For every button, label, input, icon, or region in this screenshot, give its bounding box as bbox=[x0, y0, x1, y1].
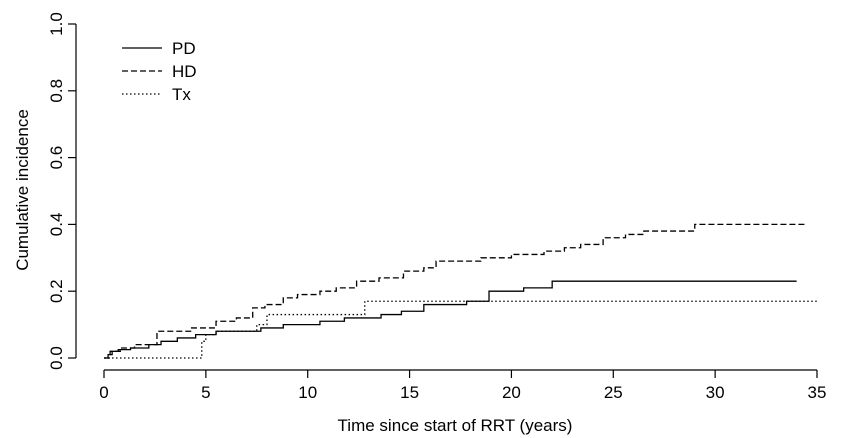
legend-label-tx: Tx bbox=[172, 85, 191, 104]
series-line-tx bbox=[104, 300, 817, 359]
legend-label-hd: HD bbox=[172, 62, 197, 81]
series-line-pd bbox=[104, 280, 797, 359]
x-tick-label: 15 bbox=[400, 383, 419, 402]
legend: PD HD Tx bbox=[122, 39, 197, 104]
x-tick-label: 35 bbox=[808, 383, 827, 402]
x-tick-label: 5 bbox=[201, 383, 210, 402]
y-tick-label: 0.4 bbox=[47, 213, 66, 237]
x-ticks: 0 5 10 15 20 25 30 35 bbox=[99, 370, 826, 402]
x-tick-label: 30 bbox=[706, 383, 725, 402]
y-tick-label: 0.6 bbox=[47, 146, 66, 170]
y-tick-label: 0.0 bbox=[47, 346, 66, 370]
axes: 0 5 10 15 20 25 30 35 0.0 0.2 0.4 0.6 0.8 1.0 bbox=[47, 12, 826, 402]
x-tick-label: 0 bbox=[99, 383, 108, 402]
series-layer bbox=[104, 223, 817, 359]
y-tick-label: 0.8 bbox=[47, 79, 66, 103]
y-ticks: 0.0 0.2 0.4 0.6 0.8 1.0 bbox=[47, 12, 76, 370]
x-tick-label: 25 bbox=[604, 383, 623, 402]
series-line-hd bbox=[104, 223, 807, 359]
x-tick-label: 10 bbox=[298, 383, 317, 402]
x-tick-label: 20 bbox=[502, 383, 521, 402]
x-axis-label: Time since start of RRT (years) bbox=[338, 416, 573, 435]
legend-label-pd: PD bbox=[172, 39, 196, 58]
y-axis-label: Cumulative incidence bbox=[13, 109, 32, 271]
y-tick-label: 1.0 bbox=[47, 12, 66, 36]
y-tick-label: 0.2 bbox=[47, 279, 66, 303]
